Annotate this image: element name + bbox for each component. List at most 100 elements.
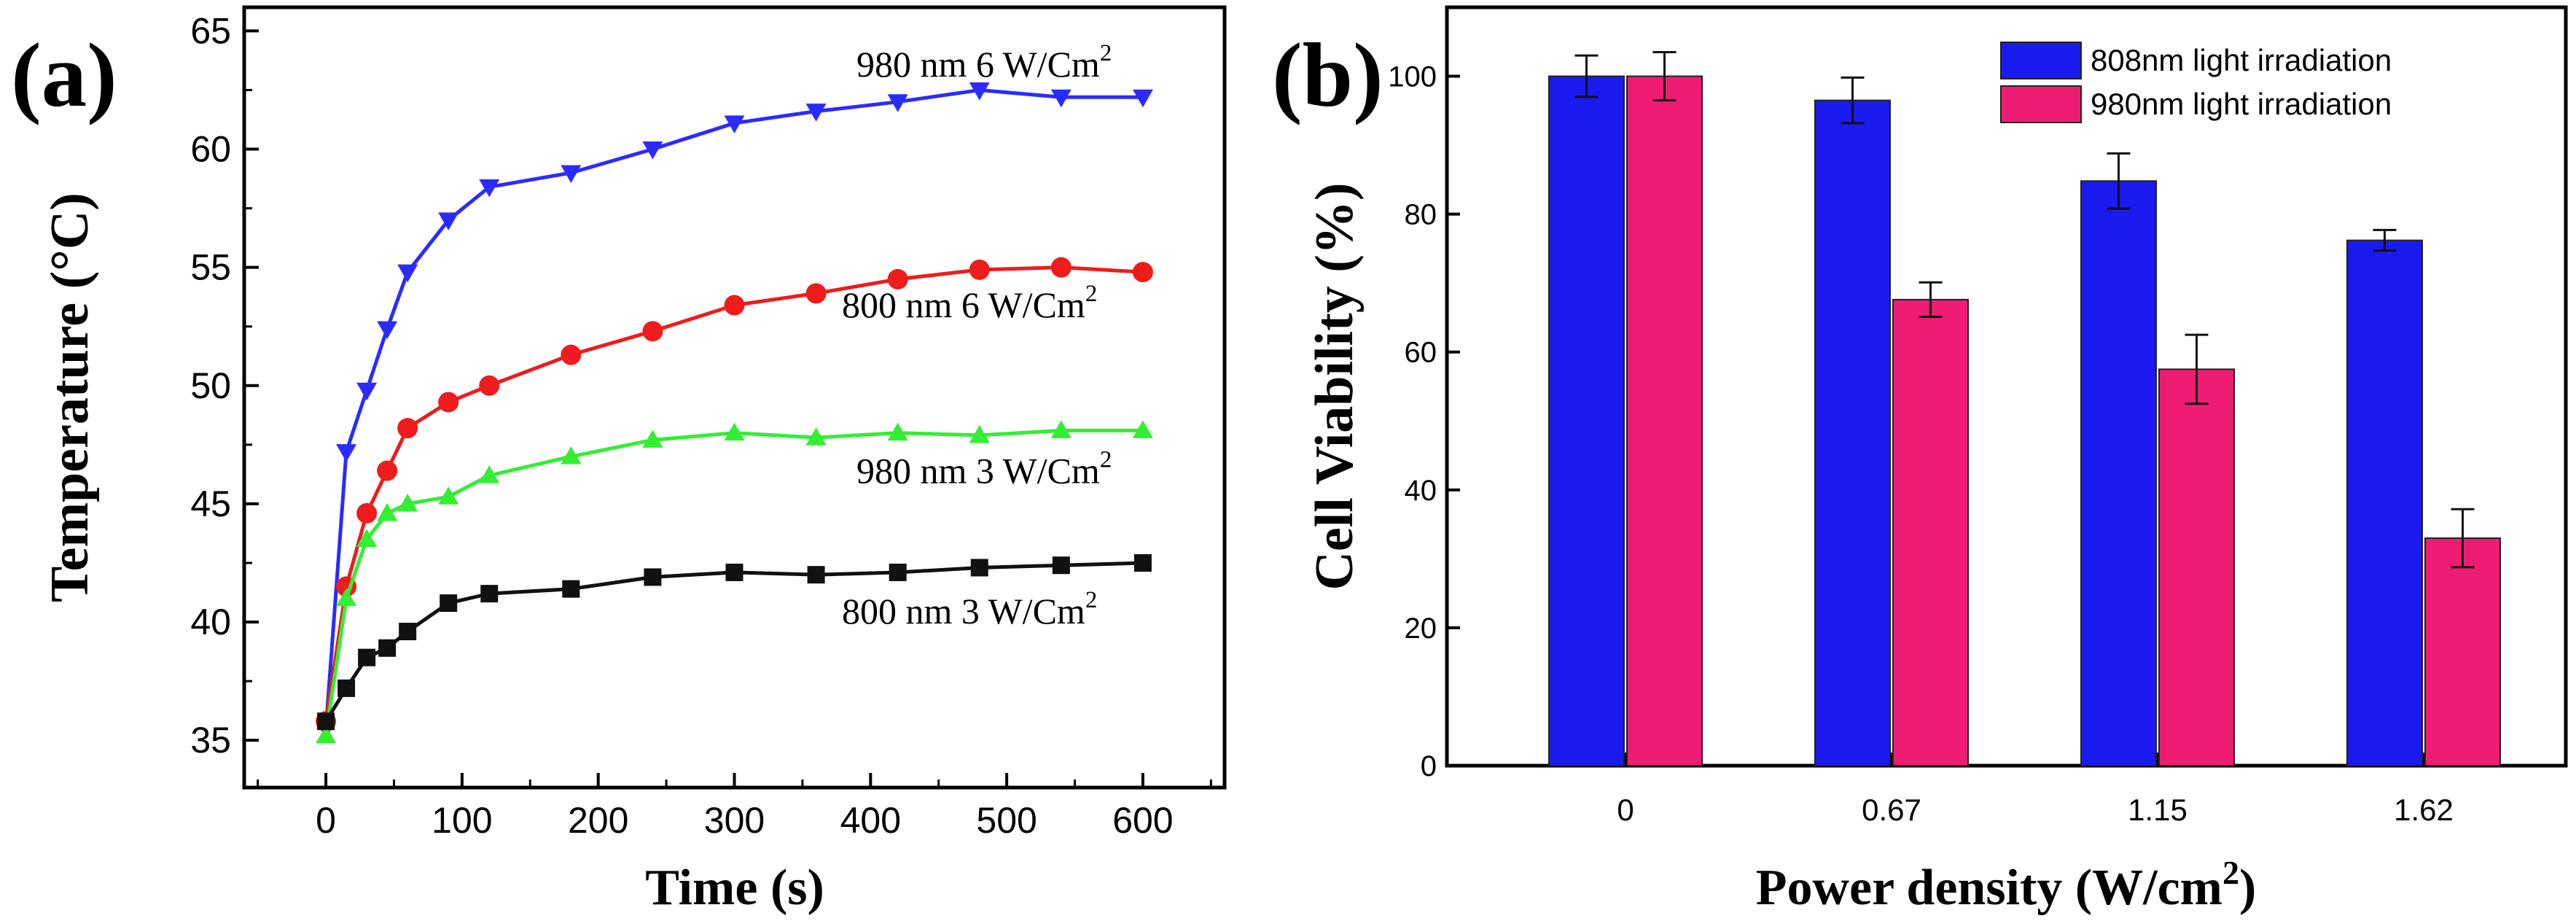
data-point-s0-10 <box>805 104 827 122</box>
data-point-s2-11 <box>887 422 908 441</box>
legend-swatch-1 <box>2000 85 2082 123</box>
data-point-s2-9 <box>724 422 745 441</box>
data-point-s2-1 <box>336 588 357 607</box>
panel-a-line-chart: (a) 0 100 200 300 400 500 600 35 40 45 50 55 60 65 98… <box>11 5 1227 916</box>
data-point-s2-14 <box>1132 420 1153 438</box>
data-point-s3-1 <box>337 679 356 697</box>
data-point-s2-7 <box>561 446 582 465</box>
data-point-s3-3 <box>378 639 397 657</box>
data-point-s3-10 <box>807 566 825 584</box>
plot-frame-b <box>1445 5 2568 768</box>
bar-s1-1 <box>1892 298 1969 766</box>
y-tick-label-a: 35 <box>190 720 231 761</box>
legend-label-0: 808nm light irradiation <box>2091 43 2392 77</box>
x-tick-label-b: 0 <box>1617 793 1634 827</box>
series-label-2: 980 nm 3 W/Cm2 <box>856 446 1112 491</box>
data-point-s2-5 <box>438 486 459 505</box>
bar-s0-2 <box>2080 180 2157 767</box>
x-axis-label-b: Power density (W/cm2) <box>1756 854 2257 916</box>
x-tick-label-a: 200 <box>568 800 628 841</box>
y-tick-label-a: 60 <box>190 129 231 170</box>
data-point-s1-10 <box>805 283 827 304</box>
data-point-s3-6 <box>480 585 499 603</box>
data-point-s3-12 <box>970 559 988 577</box>
y-tick-label-b: 0 <box>1421 750 1437 782</box>
panel-a-label: (a) <box>11 26 117 126</box>
data-point-s3-11 <box>889 563 907 581</box>
data-point-s3-14 <box>1133 553 1152 572</box>
x-tick-label-a: 600 <box>1112 800 1173 841</box>
x-axis-label-a: Time (s) <box>645 860 824 916</box>
series-line-3 <box>324 561 1143 723</box>
series-label-3: 800 nm 3 W/Cm2 <box>842 587 1097 632</box>
bar-s1-0 <box>1626 75 1703 766</box>
x-tick-label-a: 500 <box>976 800 1037 841</box>
data-point-s2-0 <box>316 725 337 744</box>
y-axis-label-b: Cell Viability (%) <box>1305 182 1365 590</box>
data-point-s1-14 <box>1132 262 1153 283</box>
y-axis-label-a: Temperature (°C) <box>40 193 100 602</box>
data-point-s0-7 <box>561 165 582 183</box>
y-tick-label-b: 100 <box>1388 61 1437 93</box>
data-point-s1-4 <box>397 418 418 439</box>
legend-label-1: 980nm light irradiation <box>2091 87 2392 121</box>
bar-s0-1 <box>1814 99 1891 767</box>
data-point-s3-0 <box>317 712 335 731</box>
y-tick-label-a: 50 <box>190 365 231 406</box>
data-point-s1-8 <box>642 321 663 342</box>
data-point-s2-3 <box>377 502 398 521</box>
bar-s1-2 <box>2158 368 2235 766</box>
x-tick-label-a: 300 <box>704 800 765 841</box>
data-point-s1-7 <box>561 344 582 365</box>
y-tick-label-a: 45 <box>190 483 231 524</box>
y-tick-label-b: 60 <box>1405 337 1437 369</box>
x-tick-label-b: 0.67 <box>1862 793 1921 827</box>
panel-b-label: (b) <box>1272 26 1383 126</box>
bar-s0-0 <box>1548 75 1625 766</box>
data-point-s0-12 <box>969 82 990 101</box>
data-point-s3-13 <box>1052 556 1070 575</box>
y-tick-label-a: 65 <box>190 10 231 51</box>
data-point-s0-2 <box>356 382 378 401</box>
series-label-1: 800 nm 6 W/Cm2 <box>842 281 1097 325</box>
bar-s1-3 <box>2424 537 2501 766</box>
data-point-s2-10 <box>805 427 827 446</box>
panel-b-bar-chart: (b) 0 20 40 60 80 100 0 0.67 1.15 1.62 808nm ligh… <box>1272 5 2568 916</box>
x-tick-label-b: 1.62 <box>2394 793 2454 827</box>
bar-s0-3 <box>2346 239 2423 766</box>
data-point-s3-9 <box>725 563 743 581</box>
y-tick-label-a: 40 <box>190 602 231 642</box>
data-point-s1-13 <box>1050 257 1072 278</box>
data-point-s2-12 <box>969 424 990 443</box>
series-label-0: 980 nm 6 W/Cm2 <box>856 40 1112 85</box>
data-point-s3-7 <box>562 580 580 598</box>
data-point-s3-5 <box>440 594 458 613</box>
data-point-s2-4 <box>397 493 418 512</box>
data-point-s0-14 <box>1132 89 1153 108</box>
data-point-s3-8 <box>644 568 662 586</box>
data-point-s0-13 <box>1050 89 1072 108</box>
x-tick-label-a: 100 <box>432 800 492 841</box>
data-point-s2-13 <box>1050 420 1072 438</box>
data-point-s2-6 <box>479 465 500 483</box>
y-tick-label-b: 40 <box>1405 475 1437 507</box>
x-tick-label-a: 400 <box>840 800 901 841</box>
legend-b: 808nm light irradiation 980nm light irrad… <box>2000 42 2392 123</box>
x-tick-label-b: 1.15 <box>2128 793 2187 827</box>
y-tick-label-b: 80 <box>1405 199 1437 231</box>
data-point-s0-3 <box>377 321 398 339</box>
data-point-s1-2 <box>356 502 378 524</box>
legend-swatch-0 <box>2000 42 2082 79</box>
data-point-s2-8 <box>642 430 663 448</box>
data-point-s0-6 <box>479 179 500 198</box>
data-point-s0-4 <box>397 264 418 283</box>
data-point-s0-8 <box>642 141 663 160</box>
data-point-s0-9 <box>724 115 745 133</box>
data-point-s0-11 <box>887 94 908 112</box>
data-point-s1-3 <box>377 460 398 481</box>
data-point-s1-9 <box>724 295 745 316</box>
data-point-s3-2 <box>358 648 376 667</box>
y-tick-label-b: 20 <box>1405 613 1437 645</box>
data-point-s1-11 <box>887 268 908 289</box>
